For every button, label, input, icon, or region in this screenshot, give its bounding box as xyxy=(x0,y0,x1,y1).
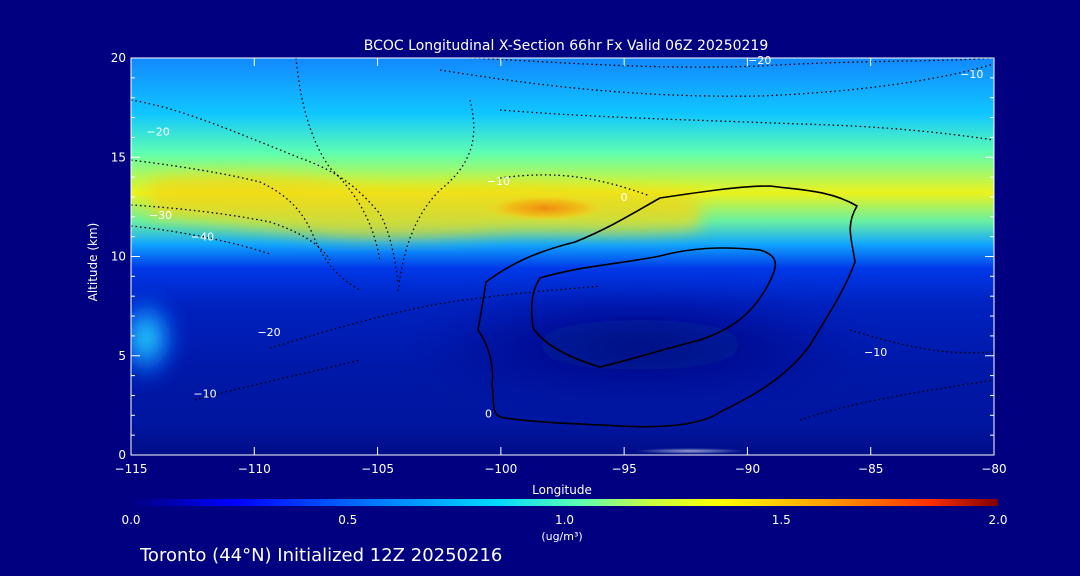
colorbar-gradient xyxy=(131,499,998,506)
colorbar-unit: (ug/m³) xyxy=(541,530,582,543)
contour-label: −10 xyxy=(864,346,887,359)
colorbar-ticks: 0.0 0.5 1.0 1.5 2.0 xyxy=(121,513,1007,527)
colorbar-tick-label: 1.5 xyxy=(772,513,791,527)
contour-label: −30 xyxy=(149,209,172,222)
contour-labels: −20 −10 −20 −10 0 −30 −40 −20 −10 −10 0 xyxy=(147,54,984,420)
x-tick-label: −85 xyxy=(858,462,883,476)
y-tick-label: 15 xyxy=(111,150,126,164)
contour-label: −10 xyxy=(960,68,983,81)
boundary-contours xyxy=(477,185,859,428)
y-tick-label: 10 xyxy=(111,250,126,264)
plot-area xyxy=(131,58,994,455)
colorbar: 0.0 0.5 1.0 1.5 2.0 (ug/m³) xyxy=(121,499,1008,543)
x-tick-label: −80 xyxy=(981,462,1006,476)
x-tick-label: −95 xyxy=(611,462,636,476)
x-tick-label: −90 xyxy=(735,462,760,476)
y-tick-label: 5 xyxy=(118,349,126,363)
x-tick-label: −115 xyxy=(115,462,148,476)
contour-label: 0 xyxy=(621,191,628,204)
x-tick-label: −110 xyxy=(238,462,271,476)
surface-hotspot xyxy=(635,448,745,454)
y-tick-label: 20 xyxy=(111,51,126,65)
temperature-contours xyxy=(131,58,994,421)
y-axis-label: Altitude (km) xyxy=(86,223,100,302)
contour-label: −10 xyxy=(193,387,216,400)
x-tick-label: −100 xyxy=(484,462,517,476)
contour-label: −40 xyxy=(191,231,214,244)
contour-label: −20 xyxy=(748,54,771,67)
contour-label: −20 xyxy=(147,125,170,138)
x-axis-label: Longitude xyxy=(532,483,592,497)
y-axis: 0 5 10 15 20 xyxy=(111,51,994,462)
contour-label: −20 xyxy=(257,326,280,339)
colorbar-tick-label: 1.0 xyxy=(555,513,574,527)
chart-title: BCOC Longitudinal X-Section 66hr Fx Vali… xyxy=(364,38,768,54)
contour-label: −10 xyxy=(487,175,510,188)
colorbar-tick-label: 2.0 xyxy=(988,513,1007,527)
contour-label: 0 xyxy=(485,407,492,420)
y-tick-label: 0 xyxy=(118,448,126,462)
plume-layer xyxy=(150,174,700,239)
colorbar-tick-label: 0.0 xyxy=(121,513,140,527)
low-concentration-region xyxy=(410,290,870,400)
colorbar-tick-label: 0.5 xyxy=(338,513,357,527)
x-axis: −115 −110 −105 −100 −95 −90 −85 −80 xyxy=(115,58,1007,476)
footer-text: Toronto (44°N) Initialized 12Z 20250216 xyxy=(139,545,502,566)
plume-core xyxy=(483,195,607,221)
surface-source-region xyxy=(131,290,182,386)
x-tick-label: −105 xyxy=(361,462,394,476)
